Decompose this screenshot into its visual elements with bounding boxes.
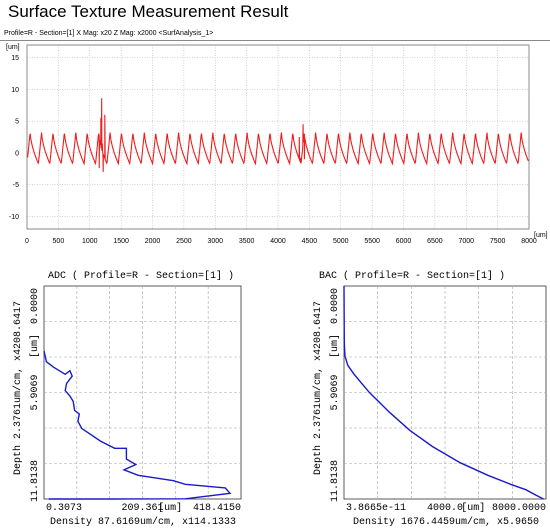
profile-series-line — [27, 98, 529, 172]
profile-x-tick-label: 5000 — [333, 238, 349, 245]
adc-y-tick-label: 5.9069 — [30, 374, 41, 410]
bac-x-tick-label: [um] — [461, 502, 485, 514]
adc-x-tick-label: 418.4150 — [193, 503, 241, 514]
profile-x-tick-label: 5500 — [364, 238, 380, 245]
adc-series-line — [43, 350, 232, 500]
profile-x-unit-label: [um] — [534, 232, 548, 239]
profile-y-tick-label: -5 — [13, 182, 19, 189]
adc-x-axis-label: Density 87.6169um/cm, x114.1333 — [50, 516, 236, 528]
bac-y-tick-label: 11.8138 — [330, 460, 341, 502]
bac-y-tick-label: 0.0000 — [330, 288, 341, 324]
adc-chart: ADC ( Profile=R - Section=[1] ) Density … — [12, 270, 242, 528]
adc-y-axis-label: Depth 2.3761um/cm, x4208.6417 — [12, 301, 24, 475]
adc-x-tick-label: 0.3073 — [46, 503, 82, 514]
adc-x-tick-label: [um] — [158, 502, 182, 514]
bac-title: BAC ( Profile=R - Section=[1] ) — [319, 270, 505, 282]
profile-x-tick-label: 4000 — [270, 238, 286, 245]
bac-x-tick-label: 4000.0 — [427, 503, 463, 514]
adc-x-tick-label: 209.361 — [121, 503, 163, 514]
bac-x-tick-label: 8000.0000 — [492, 503, 546, 514]
profile-chart: [um] [um] 0 500 1000 1500 2000 2500 3000 3500 40… — [6, 44, 548, 245]
profile-y-tick-label: 15 — [11, 55, 19, 62]
adc-title: ADC ( Profile=R - Section=[1] ) — [48, 270, 234, 282]
profile-x-tick-label: 2000 — [145, 238, 161, 245]
profile-x-tick-label: 2500 — [176, 238, 192, 245]
header-divider — [0, 40, 550, 41]
profile-subtitle: Profile=R - Section=[1] X Mag: x20 Z Mag… — [4, 30, 214, 37]
profile-x-tick-label: 3500 — [239, 238, 255, 245]
profile-x-tick-label: 4500 — [302, 238, 318, 245]
adc-y-tick-label: 11.8138 — [30, 460, 41, 502]
profile-x-tick-label: 7500 — [490, 238, 506, 245]
profile-x-tick-label: 7000 — [458, 238, 474, 245]
adc-y-tick-label: 0.0000 — [30, 288, 41, 324]
profile-y-tick-label: 10 — [11, 87, 19, 94]
profile-x-tick-label: 1500 — [113, 238, 129, 245]
profile-x-tick-label: 6000 — [396, 238, 412, 245]
profile-y-tick-label: 0 — [15, 150, 19, 157]
profile-x-tick-label: 8000 — [521, 238, 537, 245]
profile-x-tick-label: 500 — [53, 238, 65, 245]
bac-y-tick-label: [um] — [329, 334, 341, 358]
profile-x-tick-label: 3000 — [207, 238, 223, 245]
bac-x-axis-label: Density 1676.4459um/cm, x5.9650 — [353, 516, 539, 528]
bac-series-line — [343, 285, 544, 500]
bac-x-tick-label: 3.8665e-11 — [346, 503, 406, 514]
profile-x-tick-label: 0 — [25, 238, 29, 245]
bac-y-axis-label: Depth 2.3761um/cm, x4208.6417 — [312, 301, 324, 475]
profile-y-tick-label: -10 — [9, 214, 19, 221]
page-title: Surface Texture Measurement Result — [8, 2, 289, 21]
adc-y-tick-label: [um] — [29, 334, 41, 358]
profile-x-tick-label: 6500 — [427, 238, 443, 245]
bac-y-tick-label: 5.9069 — [330, 374, 341, 410]
profile-y-unit-label: [um] — [6, 44, 20, 51]
profile-x-tick-label: 1000 — [82, 238, 98, 245]
bac-chart: BAC ( Profile=R - Section=[1] ) Density … — [312, 270, 547, 528]
profile-y-tick-label: 5 — [15, 119, 19, 126]
